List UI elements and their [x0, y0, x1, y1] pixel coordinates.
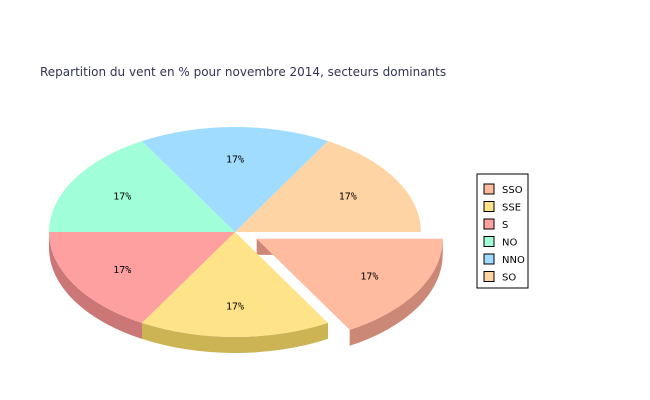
legend-swatch-so — [483, 271, 495, 282]
legend-swatch-no — [483, 236, 495, 247]
pie-side-s — [49, 232, 142, 339]
legend-label-s: S — [502, 220, 508, 231]
pie-slice-sso — [256, 238, 443, 330]
legend-label-sso: SSO — [502, 185, 523, 196]
data-label-so: 17% — [339, 191, 357, 202]
data-label-s: 17% — [113, 265, 131, 276]
legend-swatch-sse — [483, 201, 495, 212]
data-label-sso: 17% — [360, 272, 378, 283]
chart-title: Repartition du vent en % pour novembre 2… — [40, 65, 446, 79]
pie-slice-no — [49, 141, 235, 232]
pie-slice-nno — [142, 127, 328, 232]
pie-data-labels: 17% 17% 17% 17% 17% 17% — [113, 155, 378, 313]
legend-swatch-nno — [483, 253, 495, 265]
pie-side-sso — [349, 238, 443, 346]
pie-slices — [49, 127, 443, 337]
pie-slice-s — [49, 232, 235, 323]
pie-slice-sse — [142, 232, 328, 337]
data-label-sse: 17% — [226, 302, 244, 313]
legend-label-so: SO — [502, 273, 516, 284]
legend-label-nno: NNO — [502, 255, 525, 266]
legend: SSO SSE S NO NNO SO — [476, 173, 529, 289]
data-label-nno: 17% — [226, 155, 244, 166]
data-label-no: 17% — [113, 191, 131, 202]
legend-label-no: NO — [502, 238, 517, 249]
legend-swatch-sso — [483, 183, 495, 195]
pie-side-sse — [142, 322, 328, 353]
legend-label-sse: SSE — [502, 203, 521, 214]
pie-slice-so — [235, 141, 421, 232]
legend-swatch-s — [483, 218, 495, 230]
